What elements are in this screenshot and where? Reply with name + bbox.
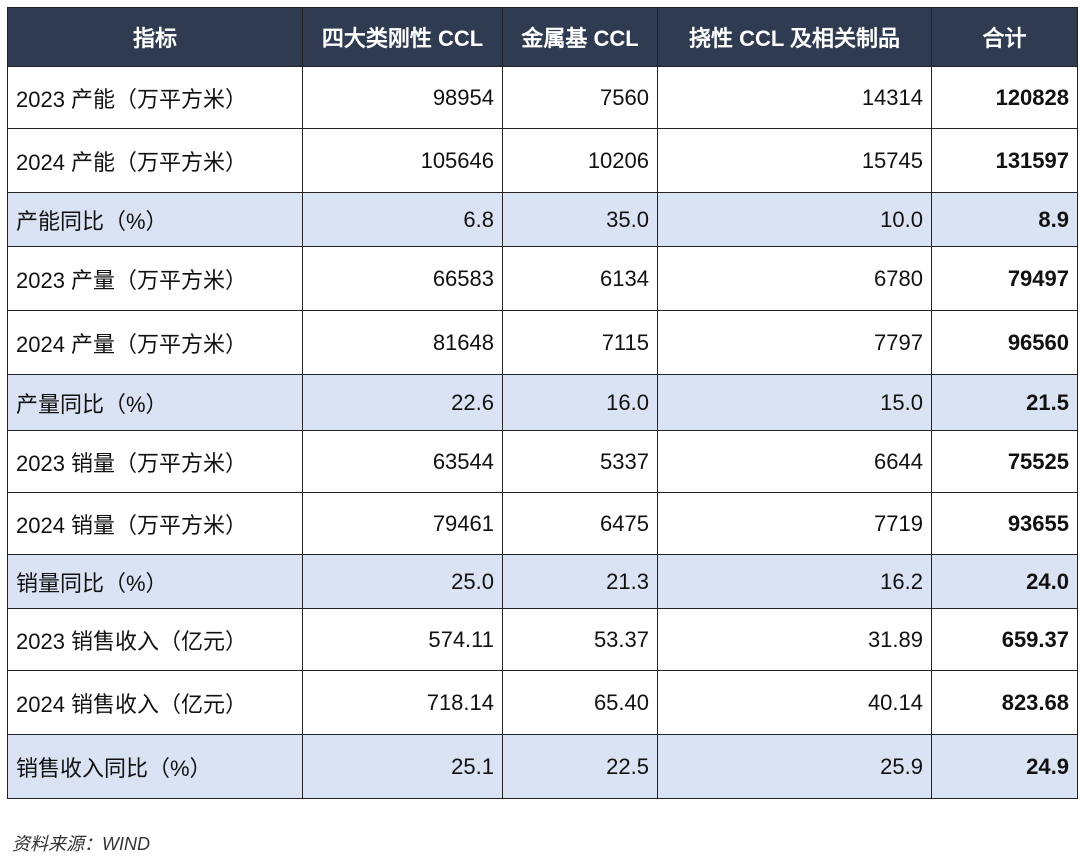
cell: 7560 [502, 66, 658, 129]
row-label: 2023 销量（万平方米） [7, 430, 303, 493]
cell: 10206 [502, 128, 658, 193]
cell: 75525 [931, 430, 1078, 493]
cell: 16.2 [657, 554, 932, 609]
cell: 7115 [502, 310, 658, 375]
header-cell: 合计 [931, 7, 1078, 67]
cell: 6475 [502, 492, 658, 555]
cell: 5337 [502, 430, 658, 493]
cell: 96560 [931, 310, 1078, 375]
cell: 93655 [931, 492, 1078, 555]
cell: 22.5 [502, 734, 658, 799]
header-cell: 金属基 CCL [502, 7, 658, 67]
cell: 7719 [657, 492, 932, 555]
row-label: 2023 销售收入（亿元） [7, 608, 303, 671]
row-label: 产能同比（%） [7, 192, 303, 247]
cell: 6.8 [302, 192, 503, 247]
cell: 40.14 [657, 670, 932, 735]
table-row: 2024 产量（万平方米） 81648 7115 7797 96560 [7, 310, 1078, 375]
data-table: 指标 四大类刚性 CCL 金属基 CCL 挠性 CCL 及相关制品 合计 2023 产能… [7, 7, 1078, 799]
cell: 35.0 [502, 192, 658, 247]
cell: 98954 [302, 66, 503, 129]
table-row: 销售收入同比（%） 25.1 22.5 25.9 24.9 [7, 734, 1078, 799]
cell: 6134 [502, 246, 658, 311]
cell: 25.0 [302, 554, 503, 609]
cell: 65.40 [502, 670, 658, 735]
table-row: 产能同比（%） 6.8 35.0 10.0 8.9 [7, 192, 1078, 247]
cell: 10.0 [657, 192, 932, 247]
header-cell: 挠性 CCL 及相关制品 [657, 7, 932, 67]
cell: 24.9 [931, 734, 1078, 799]
cell: 24.0 [931, 554, 1078, 609]
cell: 15745 [657, 128, 932, 193]
row-label: 2024 产能（万平方米） [7, 128, 303, 193]
cell: 79497 [931, 246, 1078, 311]
cell: 66583 [302, 246, 503, 311]
header-row: 指标 四大类刚性 CCL 金属基 CCL 挠性 CCL 及相关制品 合计 [7, 7, 1078, 67]
row-label: 产量同比（%） [7, 374, 303, 431]
table-row: 销量同比（%） 25.0 21.3 16.2 24.0 [7, 554, 1078, 609]
cell: 6780 [657, 246, 932, 311]
table-row: 2023 产量（万平方米） 66583 6134 6780 79497 [7, 246, 1078, 311]
table-row: 2023 销售收入（亿元） 574.11 53.37 31.89 659.37 [7, 608, 1078, 671]
cell: 81648 [302, 310, 503, 375]
header-cell: 四大类刚性 CCL [302, 7, 503, 67]
source-note: 资料来源：WIND [12, 834, 150, 854]
header-cell: 指标 [7, 7, 303, 67]
table-row: 2023 产能（万平方米） 98954 7560 14314 120828 [7, 66, 1078, 129]
cell: 25.1 [302, 734, 503, 799]
cell: 79461 [302, 492, 503, 555]
table-body: 2023 产能（万平方米） 98954 7560 14314 120828 2024 产能… [7, 66, 1078, 799]
row-label: 2024 销售收入（亿元） [7, 670, 303, 735]
row-label: 2024 产量（万平方米） [7, 310, 303, 375]
row-label: 2023 产量（万平方米） [7, 246, 303, 311]
cell: 105646 [302, 128, 503, 193]
cell: 21.3 [502, 554, 658, 609]
cell: 7797 [657, 310, 932, 375]
cell: 574.11 [302, 608, 503, 671]
cell: 131597 [931, 128, 1078, 193]
cell: 14314 [657, 66, 932, 129]
cell: 6644 [657, 430, 932, 493]
cell: 8.9 [931, 192, 1078, 247]
cell: 31.89 [657, 608, 932, 671]
cell: 659.37 [931, 608, 1078, 671]
row-label: 2024 销量（万平方米） [7, 492, 303, 555]
row-label: 销量同比（%） [7, 554, 303, 609]
row-label: 销售收入同比（%） [7, 734, 303, 799]
cell: 63544 [302, 430, 503, 493]
cell: 53.37 [502, 608, 658, 671]
cell: 15.0 [657, 374, 932, 431]
cell: 21.5 [931, 374, 1078, 431]
table-row: 2023 销量（万平方米） 63544 5337 6644 75525 [7, 430, 1078, 493]
cell: 16.0 [502, 374, 658, 431]
table-row: 2024 销量（万平方米） 79461 6475 7719 93655 [7, 492, 1078, 555]
cell: 823.68 [931, 670, 1078, 735]
table-row: 产量同比（%） 22.6 16.0 15.0 21.5 [7, 374, 1078, 431]
table-row: 2024 销售收入（亿元） 718.14 65.40 40.14 823.68 [7, 670, 1078, 735]
table-row: 2024 产能（万平方米） 105646 10206 15745 131597 [7, 128, 1078, 193]
cell: 120828 [931, 66, 1078, 129]
cell: 718.14 [302, 670, 503, 735]
row-label: 2023 产能（万平方米） [7, 66, 303, 129]
cell: 22.6 [302, 374, 503, 431]
cell: 25.9 [657, 734, 932, 799]
